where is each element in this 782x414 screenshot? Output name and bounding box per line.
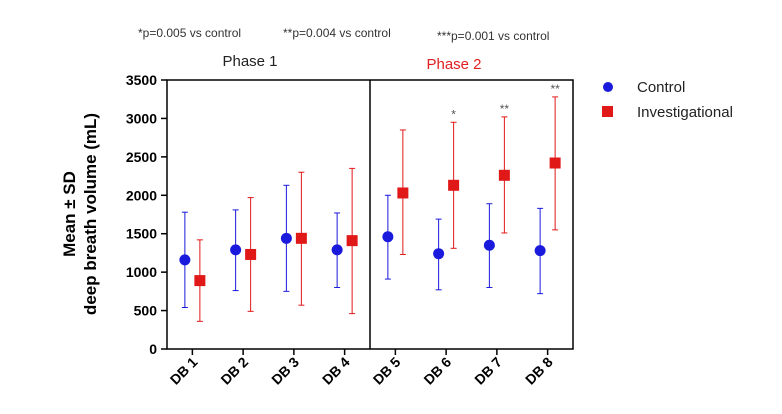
x-tick-label: DB 4 xyxy=(319,354,353,388)
significance-marker: ** xyxy=(500,102,510,116)
y-tick-label: 3500 xyxy=(126,72,157,88)
control-point xyxy=(331,244,343,256)
legend-investigational-label: Investigational xyxy=(637,104,733,121)
investigational-point xyxy=(397,187,409,199)
legend: Control Investigational xyxy=(602,79,733,121)
x-tick-label: DB 3 xyxy=(268,354,302,388)
x-tick-label: DB 1 xyxy=(167,354,201,388)
y-tick-label: 1500 xyxy=(126,226,157,242)
investigational-point xyxy=(498,169,510,181)
control-point xyxy=(382,231,394,243)
y-tick-label: 2000 xyxy=(126,187,157,203)
investigational-point xyxy=(295,232,307,244)
x-axis: DB 1 DB 2 DB 3 DB 4 DB 5 DB 6 DB 7 DB 8 xyxy=(167,349,556,388)
control-point xyxy=(483,239,495,251)
y-tick-label: 500 xyxy=(134,303,158,319)
legend-investigational-marker xyxy=(602,106,613,117)
control-point xyxy=(534,245,546,257)
control-point xyxy=(280,232,292,244)
y-axis-label-line-1: Mean ± SD xyxy=(60,171,79,257)
control-point xyxy=(433,248,445,260)
y-tick-label: 2500 xyxy=(126,149,157,165)
investigational-point xyxy=(448,179,460,191)
investigational-point xyxy=(194,275,206,287)
phase-2-label: Phase 2 xyxy=(426,56,481,73)
significance-note-2: **p=0.004 vs control xyxy=(283,26,391,40)
control-point xyxy=(230,244,242,256)
significance-note-1: *p=0.005 vs control xyxy=(138,26,241,40)
investigational-point xyxy=(549,157,561,169)
data-marks: * **** xyxy=(179,82,561,322)
x-tick-label: DB 8 xyxy=(522,354,556,388)
phase-1-label: Phase 1 xyxy=(222,53,277,70)
investigational-point xyxy=(245,248,257,260)
x-tick-label: DB 7 xyxy=(471,354,505,388)
legend-control-label: Control xyxy=(637,79,685,96)
y-axis: 0 500 1000 1500 2000 2500 3000 3500 xyxy=(126,72,167,357)
y-axis-label-line-2: deep breath volume (mL) xyxy=(81,113,100,315)
legend-control-marker xyxy=(603,82,613,92)
investigational-point xyxy=(346,235,358,247)
control-point xyxy=(179,254,191,266)
y-tick-label: 1000 xyxy=(126,264,157,280)
significance-marker: * xyxy=(451,107,456,121)
x-tick-label: DB 5 xyxy=(370,354,404,388)
significance-marker: ** xyxy=(550,82,560,96)
x-tick-label: DB 2 xyxy=(217,354,251,388)
y-tick-label: 3000 xyxy=(126,110,157,126)
x-tick-label: DB 6 xyxy=(420,354,454,388)
significance-note-3: ***p=0.001 vs control xyxy=(437,29,549,43)
y-tick-label: 0 xyxy=(149,341,157,357)
